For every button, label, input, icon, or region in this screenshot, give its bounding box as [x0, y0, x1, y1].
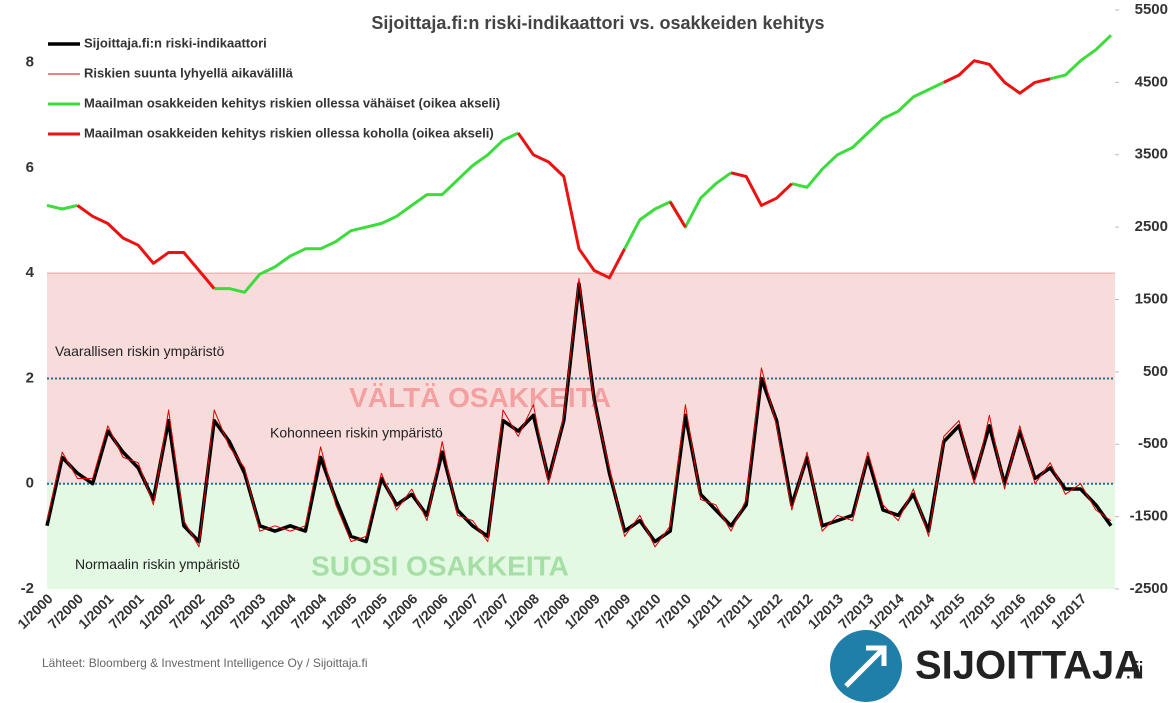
annotation: Normaalin riskin ympäristö	[75, 556, 240, 572]
y2-tick-label: 5500	[1135, 1, 1168, 18]
y2-tick-label: -2500	[1130, 580, 1168, 597]
logo-suffix: .fi	[1125, 657, 1144, 684]
logo-text: SIJOITTAJA	[915, 644, 1143, 688]
y2-tick-label: 2500	[1135, 218, 1168, 235]
chart-title: Sijoittaja.fi:n riski-indikaattori vs. o…	[371, 13, 824, 33]
series-line	[76, 59, 1051, 290]
legend-label: Maailman osakkeiden kehitys riskien olle…	[84, 125, 494, 140]
band-label: VÄLTÄ OSAKKEITA	[349, 382, 611, 413]
logo: SIJOITTAJA .fi	[830, 630, 1144, 702]
y-tick-label: 8	[26, 54, 34, 71]
y-tick-label: 0	[26, 475, 34, 492]
annotation: Vaarallisen riskin ympäristö	[55, 343, 225, 359]
y2-tick-label: 1500	[1135, 290, 1168, 307]
band	[47, 483, 1115, 589]
y2-tick-label: 3500	[1135, 146, 1168, 163]
band-label: SUOSI OSAKKEITA	[311, 550, 569, 581]
y2-tick-label: -500	[1138, 435, 1168, 452]
y2-tick-label: -1500	[1130, 508, 1168, 525]
y-tick-label: -2	[21, 580, 34, 597]
y-tick-label: 6	[26, 159, 34, 176]
y2-tick-label: 4500	[1135, 73, 1168, 90]
y-tick-label: 2	[26, 369, 34, 386]
x-tick-label: 1/2017	[1048, 590, 1090, 632]
legend-label: Maailman osakkeiden kehitys riskien olle…	[84, 95, 500, 110]
series-line	[46, 277, 1112, 548]
legend-label: Riskien suunta lyhyellä aikavälillä	[84, 65, 294, 80]
legend-label: Sijoittaja.fi:n riski-indikaattori	[84, 35, 267, 50]
y2-tick-label: 500	[1143, 363, 1168, 380]
source: Lähteet: Bloomberg & Investment Intellig…	[42, 656, 368, 670]
annotation: Kohonneen riskin ympäristö	[270, 424, 443, 440]
logo-arrow	[844, 645, 887, 688]
y-tick-label: 4	[26, 264, 35, 281]
